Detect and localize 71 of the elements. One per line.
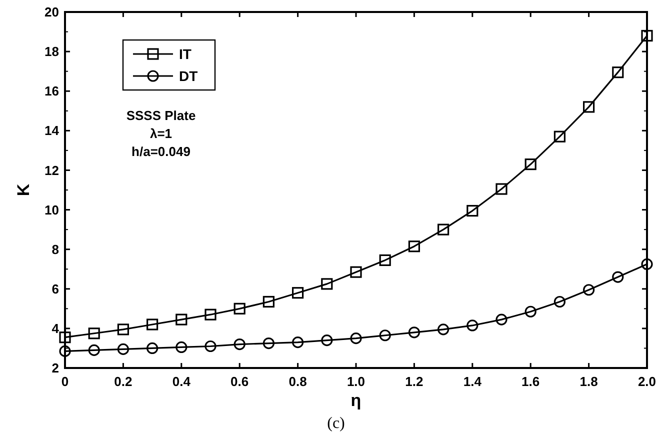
point [496, 183, 508, 195]
y-tick-label: 4 [52, 320, 60, 336]
point [146, 318, 158, 330]
point [176, 341, 188, 354]
y-tick-label: 2 [52, 360, 59, 376]
x-tick-label: 1.4 [463, 374, 482, 389]
y-tick-label: 8 [52, 242, 59, 257]
point [88, 344, 100, 356]
point [612, 66, 624, 78]
annotation: λ=1 [150, 126, 172, 141]
point [379, 330, 391, 342]
point [292, 336, 304, 348]
x-tick-label: 0.4 [172, 374, 192, 389]
point [146, 342, 158, 354]
point [117, 343, 129, 356]
point [234, 338, 246, 350]
point [59, 332, 71, 344]
x-tick-label: 1.0 [346, 374, 366, 389]
point [234, 302, 246, 314]
x-tick-label: 0 [61, 374, 69, 389]
point [176, 314, 188, 326]
x-tick-label: 0.6 [230, 374, 249, 389]
x-tick-label: 0.8 [288, 374, 307, 389]
y-axis-title: K [14, 183, 33, 196]
y-tick-label: 16 [44, 84, 59, 99]
annotation: h/a=0.049 [132, 144, 190, 159]
point [612, 271, 624, 283]
point [583, 284, 595, 296]
point [59, 345, 71, 357]
annotation: SSSS Plate [126, 108, 196, 123]
legend-label: DT [179, 68, 198, 84]
point [466, 320, 478, 332]
x-tick-label: 2.0 [638, 374, 656, 389]
point [466, 204, 478, 217]
point [204, 340, 216, 352]
point [496, 314, 508, 326]
point [583, 101, 595, 113]
point [554, 296, 566, 308]
point [292, 287, 304, 299]
point [321, 334, 333, 346]
x-tick-label: 1.6 [522, 374, 540, 389]
y-tick-label: 12 [44, 162, 59, 178]
legend-label: IT [179, 46, 192, 62]
point [350, 332, 362, 344]
y-tick-label: 20 [44, 4, 59, 20]
y-tick-label: 6 [52, 281, 59, 296]
point [408, 326, 420, 338]
point [408, 240, 420, 252]
y-tick-label: 14 [44, 123, 60, 138]
point [554, 130, 566, 142]
point [350, 266, 362, 278]
point [641, 258, 653, 270]
point [204, 308, 216, 320]
point [438, 224, 450, 236]
y-tick-label: 18 [44, 44, 59, 60]
x-tick-label: 1.8 [580, 374, 598, 389]
point [524, 306, 536, 318]
point [262, 296, 274, 308]
point [641, 30, 653, 42]
x-tick-label: 1.2 [405, 374, 424, 389]
point [117, 324, 129, 336]
point [262, 337, 274, 350]
point [88, 328, 100, 340]
point [438, 324, 450, 336]
text: (c) [327, 415, 345, 432]
y-tick-label: 10 [44, 202, 59, 218]
point [321, 278, 333, 290]
point [524, 158, 536, 170]
point [379, 254, 391, 266]
x-tick-label: 0.2 [114, 374, 132, 389]
x-axis-title: η [350, 391, 362, 410]
